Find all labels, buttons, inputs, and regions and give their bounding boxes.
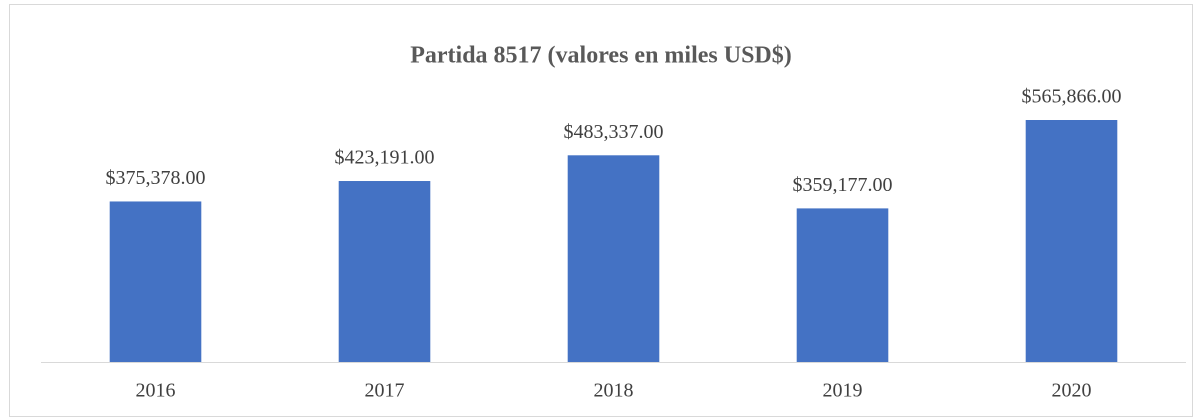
bar bbox=[338, 181, 431, 362]
x-tick-label: 2020 bbox=[1052, 380, 1092, 402]
chart-title: Partida 8517 (valores en miles USD$) bbox=[410, 43, 792, 69]
data-label: $423,191.00 bbox=[335, 147, 435, 169]
x-tick-label: 2017 bbox=[365, 380, 405, 402]
bar bbox=[109, 201, 202, 362]
data-label: $359,177.00 bbox=[793, 174, 893, 196]
x-tick-label: 2016 bbox=[136, 380, 176, 402]
data-label: $565,866.00 bbox=[1022, 86, 1122, 108]
data-label: $483,337.00 bbox=[564, 121, 664, 143]
bar bbox=[796, 208, 889, 362]
x-tick-label: 2019 bbox=[823, 380, 863, 402]
x-tick-label: 2018 bbox=[594, 380, 634, 402]
bar bbox=[1025, 120, 1118, 362]
data-label: $375,378.00 bbox=[106, 167, 206, 189]
bar bbox=[567, 155, 660, 362]
